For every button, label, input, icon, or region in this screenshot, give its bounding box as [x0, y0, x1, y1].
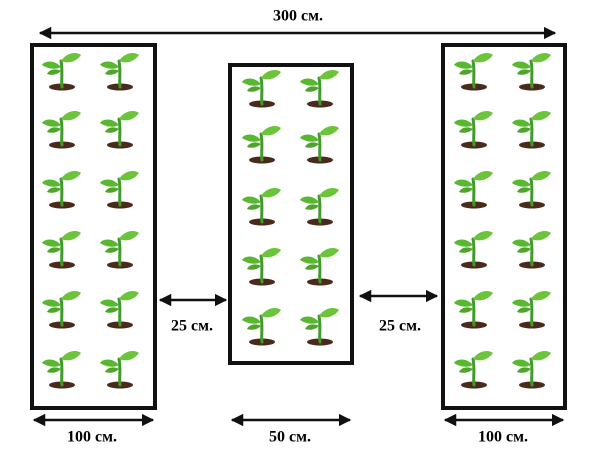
seedling [240, 186, 283, 227]
seedling [510, 349, 553, 390]
total-width-label: 300 см. [273, 8, 323, 25]
seedling [452, 169, 495, 210]
seedling [510, 51, 553, 92]
seedling [510, 169, 553, 210]
seedling [240, 68, 283, 109]
seedling [40, 289, 83, 330]
seedling [98, 109, 141, 150]
seedling [298, 68, 341, 109]
seedling [40, 51, 83, 92]
right-gap-label: 25 см. [379, 318, 421, 335]
seedling [40, 109, 83, 150]
seedling [98, 169, 141, 210]
seedling [98, 229, 141, 270]
seedling [298, 306, 341, 347]
seedling [40, 349, 83, 390]
seedling [240, 124, 283, 165]
seedling [452, 51, 495, 92]
seedling [240, 246, 283, 287]
seedling [40, 169, 83, 210]
seedling [98, 51, 141, 92]
seedling [510, 229, 553, 270]
seedling [40, 229, 83, 270]
plants [40, 51, 553, 390]
left-bed-label: 100 см. [67, 429, 117, 446]
seedling [510, 289, 553, 330]
seedling [298, 186, 341, 227]
seedling [452, 289, 495, 330]
seedling [452, 109, 495, 150]
seedling [98, 289, 141, 330]
right-bed-label: 100 см. [478, 429, 528, 446]
seedling [298, 246, 341, 287]
left-gap-label: 25 см. [171, 318, 213, 335]
seedling [452, 229, 495, 270]
left-bed [30, 43, 157, 410]
seedling [452, 349, 495, 390]
seedling [240, 306, 283, 347]
right-bed [441, 43, 567, 410]
seedling [98, 349, 141, 390]
middle-bed [228, 63, 354, 365]
middle-bed-label: 50 см. [269, 429, 311, 446]
seedling [298, 124, 341, 165]
seedling [510, 109, 553, 150]
